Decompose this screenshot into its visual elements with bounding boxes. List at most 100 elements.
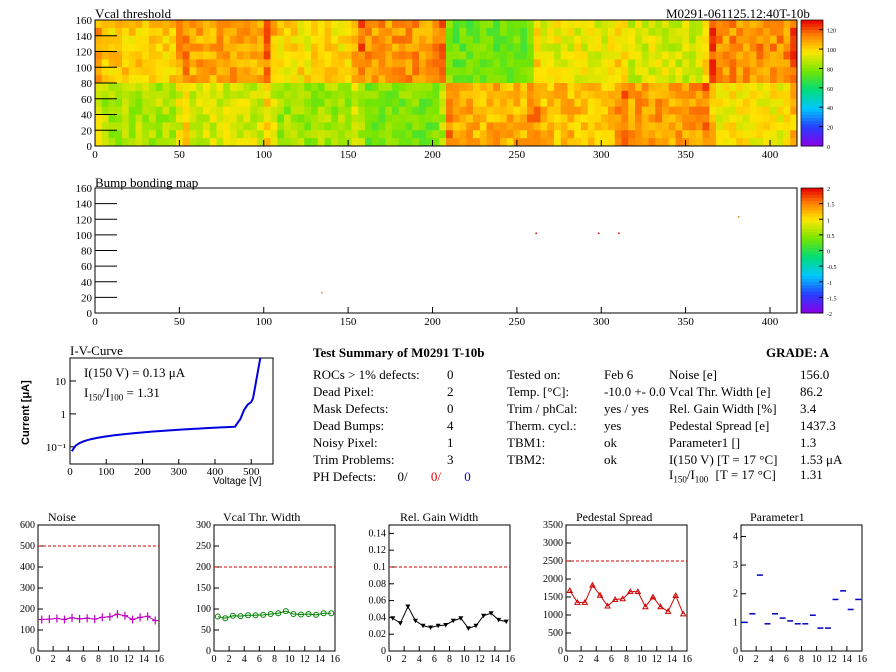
vcal-cell xyxy=(587,122,595,131)
vcal-cell xyxy=(290,27,298,37)
vcal-cell xyxy=(371,35,379,45)
vcal-cell xyxy=(196,67,204,76)
vcal-cell xyxy=(446,67,454,76)
vcal-cell xyxy=(203,35,211,45)
vcal-cell xyxy=(284,130,292,139)
vcal-cell xyxy=(446,98,454,108)
vcal-cell xyxy=(344,51,352,60)
vcal-cell xyxy=(189,114,197,123)
plot-x-tick-label: 16 xyxy=(505,654,515,665)
vcal-cell xyxy=(500,35,508,45)
plot-x-tick-label: 12 xyxy=(475,654,485,665)
vcal-cell xyxy=(635,106,643,115)
vcal-cell xyxy=(270,27,278,37)
result-label: Rel. Gain Width [%] xyxy=(669,401,777,416)
plot-y-tick-label: 1500 xyxy=(543,592,563,603)
vcal-cell xyxy=(189,20,197,29)
vcal-cell xyxy=(358,138,366,147)
vcal-cell xyxy=(655,35,663,45)
vcal-cell xyxy=(648,106,656,115)
vcal-cell xyxy=(216,20,224,29)
vcal-cell xyxy=(648,35,656,45)
vcal-cell xyxy=(412,114,420,123)
vcal-cell xyxy=(540,51,548,60)
vcal-cell xyxy=(378,98,386,108)
vcal-cell xyxy=(446,138,454,147)
vcal-cell xyxy=(236,114,244,123)
vcal-cell xyxy=(243,83,251,92)
vcal-cell xyxy=(641,122,649,131)
plot-point xyxy=(76,614,83,623)
vcal-cell xyxy=(459,59,467,68)
vcal-cell xyxy=(344,130,352,139)
vcal-cell xyxy=(142,51,150,60)
vcal-cell xyxy=(601,138,609,147)
vcal-cell xyxy=(770,106,778,115)
vcal-cell xyxy=(621,106,629,115)
bump-scale-cell xyxy=(801,228,823,233)
vcal-cell xyxy=(297,138,305,147)
vcal-cell xyxy=(527,27,535,37)
vcal-cell xyxy=(196,35,204,45)
bump-color-scale: -2-1.5-1-0.500.511.52 xyxy=(800,187,837,318)
vcal-cell xyxy=(540,20,548,29)
iv-y-tick-label: 10⁻¹ xyxy=(46,442,66,454)
vcal-cell xyxy=(358,75,366,84)
bump-scale-cell xyxy=(801,203,823,208)
vcal-cell xyxy=(378,59,386,68)
vcal-cell xyxy=(155,75,163,84)
vcal-cell xyxy=(209,75,217,84)
bump-scale-cell xyxy=(801,291,823,295)
vcal-cell xyxy=(392,106,400,115)
vcal-cell xyxy=(317,90,325,100)
vcal-cell xyxy=(277,122,285,131)
vcal-cell xyxy=(614,83,622,92)
vcal-cell xyxy=(473,67,481,76)
vcal-cell xyxy=(398,122,406,131)
vcal-cell xyxy=(540,106,548,115)
vcal-cell xyxy=(189,43,197,52)
vcal-cell xyxy=(513,59,521,68)
result-label: I(150 V) [T = 17 °C] xyxy=(669,452,778,467)
vcal-scale-cell xyxy=(801,35,823,40)
vcal-cell xyxy=(743,130,751,139)
vcal-cell xyxy=(628,59,636,68)
vcal-cell xyxy=(304,114,312,123)
vcal-cell xyxy=(655,106,663,115)
vcal-cell xyxy=(176,27,184,37)
bump-defect-pixel xyxy=(737,216,740,218)
vcal-cell xyxy=(655,20,663,29)
vcal-cell xyxy=(317,83,325,92)
vcal-cell xyxy=(513,83,521,92)
vcal-cell xyxy=(628,27,636,37)
vcal-cell xyxy=(776,83,784,92)
vcal-cell xyxy=(209,138,217,147)
vcal-cell xyxy=(155,98,163,108)
vcal-cell xyxy=(722,98,730,108)
vcal-cell xyxy=(115,59,123,68)
vcal-cell xyxy=(648,43,656,52)
vcal-cell xyxy=(736,75,744,84)
vcal-cell xyxy=(412,138,420,147)
vcal-cell xyxy=(574,106,582,115)
vcal-cell xyxy=(662,35,670,45)
vcal-cell xyxy=(567,59,575,68)
vcal-cell xyxy=(601,130,609,139)
vcal-cell xyxy=(479,27,487,37)
vcal-cell xyxy=(668,51,676,60)
vcal-cell xyxy=(344,43,352,52)
vcal-cell xyxy=(702,27,710,37)
bump-scale-label: 0.5 xyxy=(827,234,835,240)
vcal-cell xyxy=(662,43,670,52)
vcal-cell xyxy=(506,98,514,108)
plot-point xyxy=(129,615,136,624)
vcal-cell xyxy=(358,130,366,139)
plot-x-tick-label: 4 xyxy=(242,654,247,665)
vcal-cell xyxy=(493,130,501,139)
vcal-cell xyxy=(236,67,244,76)
vcal-cell xyxy=(304,67,312,76)
vcal-cell xyxy=(317,98,325,108)
vcal-cell xyxy=(635,114,643,123)
vcal-cell xyxy=(169,83,177,92)
vcal-cell xyxy=(142,59,150,68)
